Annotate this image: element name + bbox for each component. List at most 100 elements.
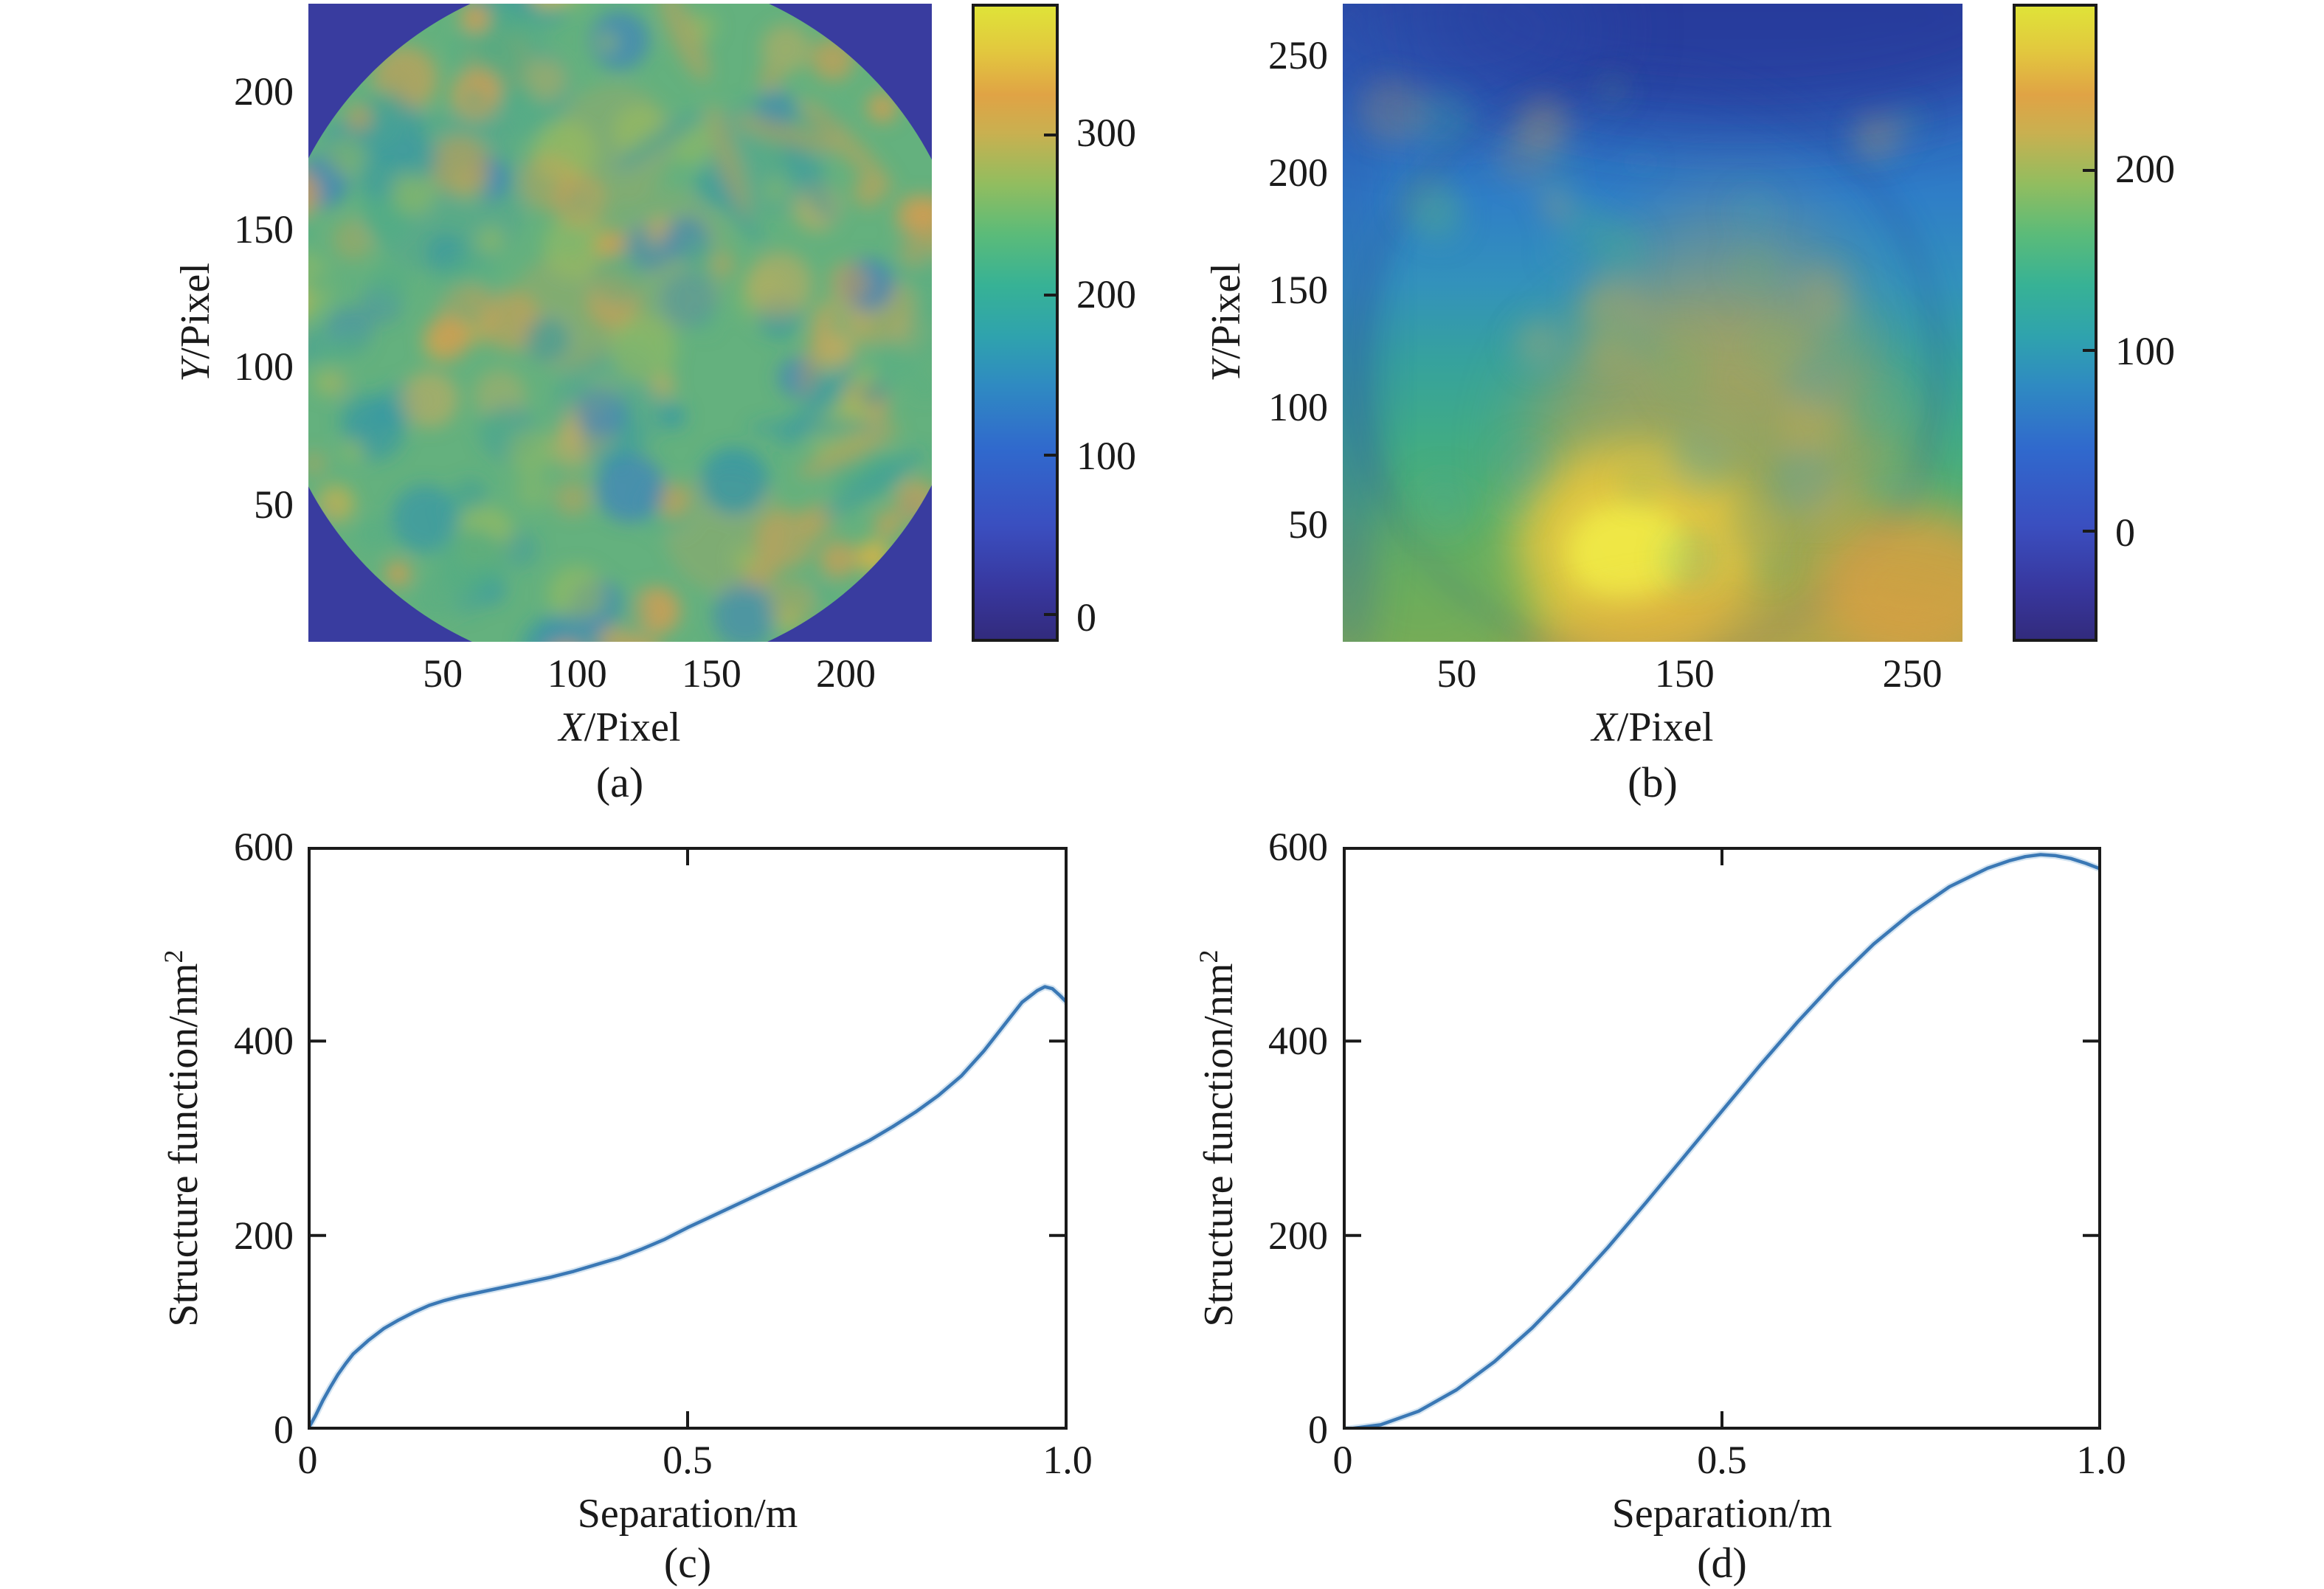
x-axis-variable: X bbox=[1591, 705, 1617, 750]
speckle-blob bbox=[391, 170, 437, 215]
heatmap-b-canvas bbox=[1343, 4, 1962, 642]
chart-c-curve bbox=[308, 985, 1068, 1430]
heatmap-b-layer bbox=[1343, 514, 1529, 642]
speckle-blob bbox=[535, 613, 604, 642]
speckle-blob bbox=[1541, 192, 1569, 221]
panel-b-colorbar bbox=[2013, 4, 2098, 642]
speckle-blob bbox=[1358, 77, 1426, 144]
panel-b-caption: (b) bbox=[1628, 758, 1678, 806]
speckle-streak bbox=[800, 98, 895, 193]
colorbar-a-tick-mark bbox=[1044, 133, 1056, 136]
speckle-streak bbox=[820, 449, 927, 520]
panel-c-x-ticks: 0 0.5 1.0 bbox=[298, 1438, 1093, 1484]
colorbar-a-tick-label: 0 bbox=[1076, 595, 1096, 640]
speckle-blob bbox=[758, 66, 782, 91]
c-x-tick-label: 0.5 bbox=[663, 1438, 713, 1482]
speckle-blob bbox=[1778, 395, 1838, 455]
colorbar-b-tick-label: 0 bbox=[2115, 510, 2135, 555]
speckle-blob bbox=[477, 226, 504, 254]
speckle-blob bbox=[516, 473, 551, 509]
heatmap-a-speckle bbox=[308, 4, 932, 642]
b-y-tick-label: 200 bbox=[1268, 150, 1328, 195]
speckle-blob bbox=[711, 253, 734, 276]
speckle-blob bbox=[463, 88, 485, 111]
speckle-blob bbox=[1501, 489, 1535, 523]
chart-d-axes-box bbox=[1343, 847, 2101, 1430]
speckle-blob bbox=[681, 238, 712, 269]
heatmap-a-disc bbox=[308, 4, 932, 642]
speckle-blob bbox=[342, 437, 365, 462]
line-chart-d-canvas bbox=[1343, 847, 2101, 1430]
c-y-tick-label: 0 bbox=[274, 1408, 294, 1452]
speckle-blob bbox=[398, 138, 440, 179]
colorbar-a-tick-label: 300 bbox=[1076, 111, 1136, 156]
x-axis-variable: X bbox=[558, 705, 584, 750]
colorbar-b-tick-mark bbox=[2083, 529, 2095, 533]
panel-b-heatmap bbox=[1343, 4, 1962, 642]
speckle-blob bbox=[1771, 449, 1838, 516]
speckle-blob bbox=[555, 480, 591, 516]
speckle-blob bbox=[370, 263, 409, 302]
speckle-blob bbox=[322, 336, 350, 364]
speckle-blob bbox=[1594, 220, 1643, 269]
d-y-tick-label: 400 bbox=[1268, 1019, 1328, 1064]
b-x-tick-label: 250 bbox=[1882, 651, 1943, 696]
a-x-tick-label: 100 bbox=[547, 651, 607, 696]
colorbar-b-tick-label: 100 bbox=[2115, 328, 2175, 373]
speckle-blob bbox=[1890, 477, 1916, 502]
a-x-tick-label: 200 bbox=[815, 651, 876, 696]
speckle-streak bbox=[747, 416, 880, 438]
panel-a-colorbar-ticks: 0 100 200 300 bbox=[1076, 4, 1194, 642]
speckle-blob bbox=[746, 251, 813, 319]
speckle-streak bbox=[781, 135, 837, 223]
rim-highlight-blob bbox=[346, 104, 373, 132]
chart-c-axes-box bbox=[308, 847, 1068, 1430]
d-x-tick-label: 1.0 bbox=[2076, 1438, 2126, 1482]
speckle-blob bbox=[1628, 150, 1653, 176]
speckle-blob bbox=[1731, 189, 1778, 235]
panel-c-caption: (c) bbox=[663, 1539, 712, 1587]
panel-a-colorbar bbox=[972, 4, 1059, 642]
d-y-tick-label: 600 bbox=[1268, 825, 1328, 869]
speckle-blob bbox=[311, 369, 338, 395]
speckle-blob bbox=[914, 377, 932, 399]
speckle-blob bbox=[1515, 320, 1558, 363]
colorbar-b-tick-mark bbox=[2083, 349, 2095, 353]
d-x-tick-label: 0.5 bbox=[1697, 1438, 1747, 1482]
speckle-blob bbox=[595, 32, 618, 54]
b-x-tick-label: 50 bbox=[1436, 651, 1477, 696]
speckle-streak bbox=[708, 103, 750, 222]
speckle-blob bbox=[829, 261, 869, 302]
speckle-blob bbox=[660, 271, 717, 328]
rim-highlight-blob bbox=[385, 561, 411, 586]
panel-c-x-axis-label: Separation/m bbox=[577, 1491, 798, 1537]
speckle-blob bbox=[308, 328, 327, 364]
speckle-blob bbox=[604, 591, 650, 637]
b-y-tick-label: 150 bbox=[1268, 267, 1328, 312]
speckle-blob bbox=[761, 24, 811, 74]
speckle-blob bbox=[312, 271, 334, 293]
panel-a-x-ticks: 50 100 150 200 bbox=[308, 654, 932, 698]
c-y-tick-label: 600 bbox=[234, 825, 294, 869]
panel-d-caption: (d) bbox=[1697, 1539, 1747, 1587]
x-axis-unit: /Pixel bbox=[1616, 705, 1714, 750]
speckle-blob bbox=[1598, 75, 1628, 105]
speckle-blob bbox=[913, 194, 932, 252]
speckle-blob bbox=[308, 450, 328, 477]
speckle-blob bbox=[508, 429, 553, 474]
panel-d-x-axis-label: Separation/m bbox=[1611, 1491, 1833, 1537]
rim-highlight-blob bbox=[867, 92, 898, 123]
heatmap-b-layer bbox=[1530, 590, 1962, 642]
speckle-blob bbox=[424, 316, 468, 361]
speckle-blob bbox=[414, 575, 460, 620]
b-y-tick-label: 100 bbox=[1268, 385, 1328, 430]
speckle-streak bbox=[800, 302, 832, 397]
speckle-blob bbox=[763, 179, 787, 203]
colorbar-b-tick-mark bbox=[2083, 169, 2095, 173]
a-x-tick-label: 50 bbox=[423, 651, 463, 696]
a-y-tick-label: 100 bbox=[234, 345, 294, 390]
speckle-blob bbox=[501, 530, 539, 568]
speckle-blob bbox=[552, 173, 608, 228]
speckle-blob bbox=[1546, 238, 1578, 269]
